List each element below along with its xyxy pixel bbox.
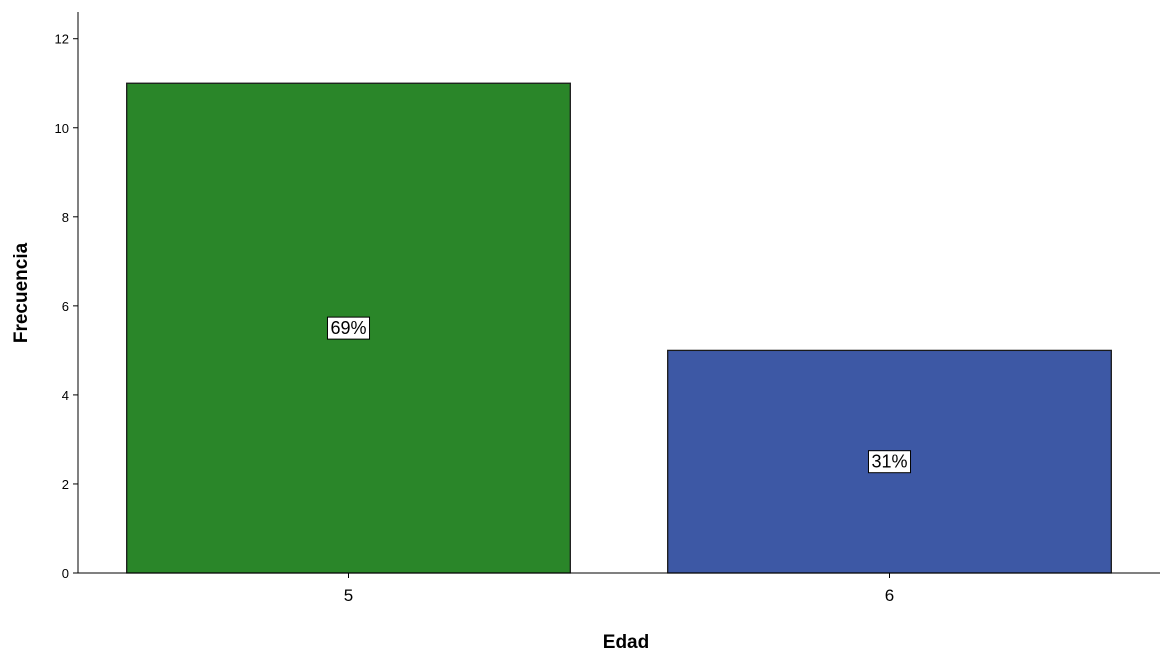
data-label-text: 69% — [330, 318, 366, 338]
y-tick-label-4: 4 — [62, 388, 69, 403]
bars-layer — [126, 82, 1112, 574]
y-tick-label-10: 10 — [55, 121, 69, 136]
y-tick-label-6: 6 — [62, 299, 69, 314]
x-tick-label-5: 5 — [344, 586, 353, 605]
data-label-6: 31% — [867, 450, 912, 474]
data-label-5: 69% — [326, 316, 371, 340]
x-tick-label-6: 6 — [885, 586, 894, 605]
data-label-box — [867, 450, 912, 474]
y-tick-label-8: 8 — [62, 210, 69, 225]
y-axis-title: Frecuencia — [11, 242, 32, 343]
axes-layer: 5 6 0 2 4 6 8 10 12 — [55, 12, 1160, 605]
y-tick-label-12: 12 — [55, 32, 69, 47]
data-label-box — [326, 316, 371, 340]
data-label-text: 31% — [871, 452, 907, 472]
data-labels-layer: 69% 31% — [326, 316, 912, 474]
y-tick-label-2: 2 — [62, 477, 69, 492]
y-tick-label-0: 0 — [62, 566, 69, 581]
x-axis-title: Edad — [603, 632, 649, 650]
